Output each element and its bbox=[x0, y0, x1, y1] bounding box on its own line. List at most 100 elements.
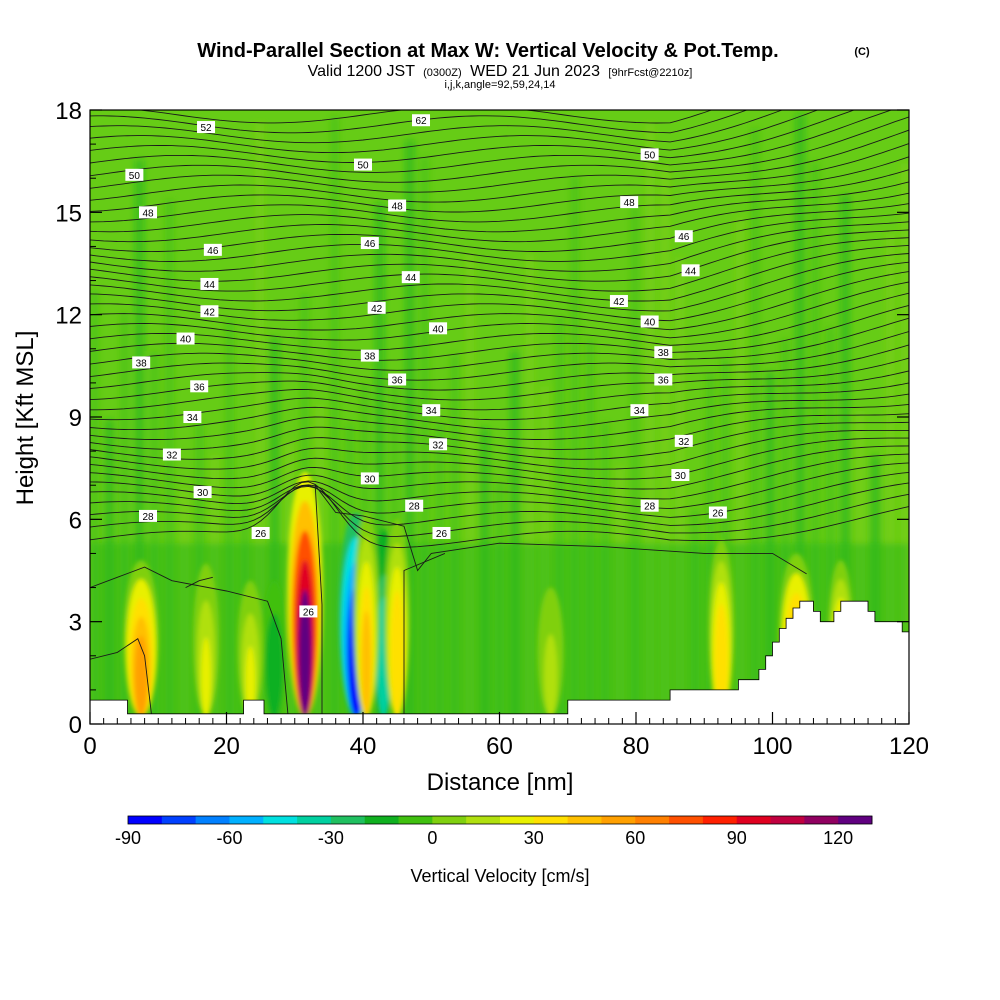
theta-label: 30 bbox=[360, 472, 379, 485]
colorbar-frame bbox=[127, 815, 873, 825]
velocity-streak bbox=[780, 338, 790, 724]
theta-label-text: 42 bbox=[613, 297, 625, 308]
y-axis-label: Height [Kft MSL] bbox=[12, 331, 39, 506]
theta-label: 44 bbox=[401, 271, 420, 284]
y-tick-label: 0 bbox=[69, 712, 82, 739]
theta-label: 32 bbox=[674, 434, 693, 448]
theta-label: 26 bbox=[299, 605, 318, 618]
theta-label-box bbox=[354, 158, 372, 171]
colorbar-swatch bbox=[330, 816, 366, 824]
theta-contour-line bbox=[90, 481, 909, 548]
colorbar-swatch bbox=[770, 816, 805, 824]
theta-contour-line bbox=[90, 253, 909, 312]
theta-label-text: 34 bbox=[187, 413, 199, 424]
theta-label: 32 bbox=[429, 438, 448, 451]
theta-label: 44 bbox=[681, 264, 700, 277]
theta-label-box bbox=[674, 230, 693, 243]
copyright-mark: (C) bbox=[854, 46, 870, 58]
colorbar-swatch bbox=[297, 816, 332, 824]
theta-label-text: 48 bbox=[392, 202, 404, 213]
colorbar-tick-label: -60 bbox=[216, 828, 242, 848]
theta-label-text: 62 bbox=[415, 116, 427, 127]
colorbar-swatch bbox=[398, 816, 433, 824]
theta-contour-line bbox=[137, 110, 713, 124]
theta-label-text: 28 bbox=[644, 502, 656, 513]
colorbar-swatch bbox=[263, 816, 298, 824]
theta-label-text: 34 bbox=[634, 406, 646, 417]
theta-label-box bbox=[367, 301, 386, 314]
theta-label-box bbox=[429, 438, 448, 451]
theta-contour-line bbox=[90, 421, 909, 460]
theta-contour-line bbox=[90, 453, 909, 500]
theta-label: 36 bbox=[190, 380, 209, 393]
x-tick-label: 0 bbox=[83, 733, 96, 760]
chart-title: Wind-Parallel Section at Max W: Vertical… bbox=[197, 40, 778, 62]
theta-label: 26 bbox=[251, 526, 270, 540]
colorbar-swatch bbox=[601, 816, 636, 824]
subtitle-date: WED 21 Jun 2023 bbox=[470, 63, 600, 80]
theta-label: 38 bbox=[654, 346, 673, 359]
theta-label-text: 36 bbox=[194, 382, 206, 393]
theta-contour-line bbox=[90, 471, 909, 518]
theta-label: 40 bbox=[640, 315, 659, 328]
y-tick-label: 6 bbox=[69, 507, 82, 534]
updraft-core bbox=[245, 646, 256, 718]
theta-label-text: 26 bbox=[255, 529, 267, 540]
theta-label-box bbox=[360, 349, 379, 362]
x-tick-label: 120 bbox=[889, 733, 929, 760]
colorbar-tick-label: 0 bbox=[427, 828, 437, 848]
theta-contour-line bbox=[90, 110, 819, 154]
velocity-streak bbox=[555, 316, 565, 724]
velocity-streak bbox=[120, 312, 129, 724]
theta-contour-line bbox=[90, 110, 784, 144]
theta-contour-line bbox=[90, 116, 909, 183]
theta-contour-line bbox=[90, 484, 909, 537]
theta-contour-line bbox=[90, 181, 909, 233]
theta-label: 62 bbox=[412, 114, 431, 127]
theta-label: 48 bbox=[620, 196, 639, 209]
theta-label-text: 38 bbox=[658, 348, 670, 359]
velocity-streak bbox=[225, 319, 235, 724]
theta-contour-line bbox=[185, 576, 213, 589]
theta-label-text: 26 bbox=[303, 607, 315, 618]
theta-label-box bbox=[640, 315, 659, 328]
theta-label-text: 32 bbox=[433, 440, 445, 451]
theta-label-text: 38 bbox=[136, 358, 148, 369]
theta-contour-line bbox=[90, 271, 909, 331]
theta-label: 36 bbox=[654, 373, 673, 386]
colorbar-swatch bbox=[161, 816, 197, 824]
theta-label-box bbox=[654, 373, 673, 386]
theta-contour-line bbox=[90, 110, 749, 134]
colorbar-swatch bbox=[567, 816, 602, 824]
theta-label-text: 40 bbox=[433, 324, 445, 335]
theta-label: 34 bbox=[183, 411, 202, 424]
theta-label: 42 bbox=[200, 305, 219, 318]
title-block: Wind-Parallel Section at Max W: Vertical… bbox=[197, 40, 870, 91]
theta-label-box bbox=[640, 148, 659, 161]
velocity-streak bbox=[570, 176, 580, 724]
updraft-core bbox=[361, 610, 372, 718]
theta-label: 50 bbox=[354, 158, 372, 172]
theta-contour-line bbox=[90, 110, 893, 173]
theta-label-text: 34 bbox=[426, 406, 438, 417]
theta-label-box bbox=[132, 356, 151, 369]
theta-label-box bbox=[674, 434, 693, 447]
theta-contour-line bbox=[90, 203, 909, 253]
theta-contour-line bbox=[90, 382, 909, 421]
downdraft-core bbox=[269, 646, 279, 718]
theta-label-box bbox=[183, 411, 202, 423]
theta-label-text: 26 bbox=[436, 529, 448, 540]
theta-label-text: 46 bbox=[364, 239, 376, 250]
theta-contour-line bbox=[90, 331, 909, 381]
theta-label: 52 bbox=[197, 121, 216, 134]
theta-label: 40 bbox=[176, 332, 195, 346]
velocity-streak bbox=[630, 205, 640, 724]
theta-label-box bbox=[193, 486, 212, 499]
theta-contour-line bbox=[90, 370, 909, 411]
theta-label: 28 bbox=[640, 499, 659, 513]
colorbar-tick-label: 120 bbox=[823, 828, 853, 848]
theta-label: 30 bbox=[671, 468, 690, 482]
theta-contour-line bbox=[90, 281, 909, 341]
theta-label-text: 44 bbox=[204, 280, 216, 291]
colorbar-swatch bbox=[838, 816, 873, 824]
